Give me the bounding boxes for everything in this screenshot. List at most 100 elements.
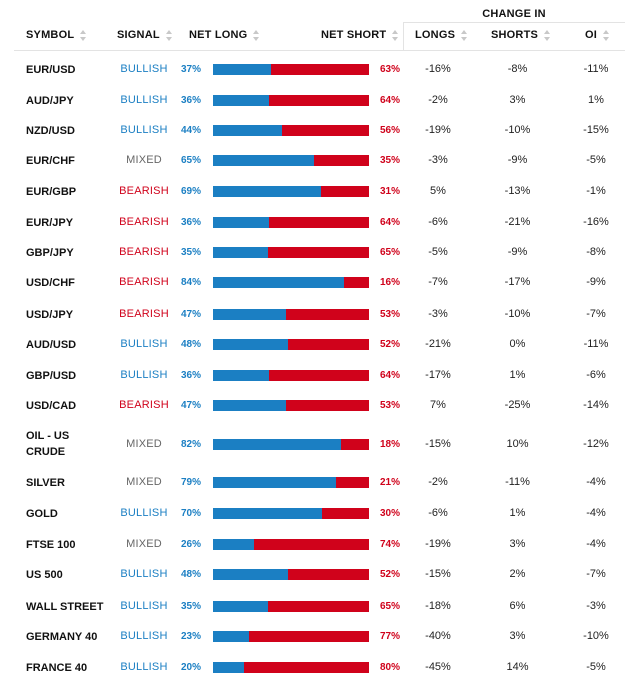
symbol-link[interactable]: NZD/USD	[26, 125, 75, 137]
sort-icon[interactable]	[544, 29, 551, 41]
net-long-value: 65%	[181, 155, 202, 166]
table-row[interactable]: NZD/USD BULLISH 44% 56% -19% -10% -15%	[0, 116, 634, 146]
symbol-link[interactable]: EUR/USD	[26, 64, 76, 76]
sort-icon[interactable]	[80, 29, 87, 41]
change-oi-value: -6%	[586, 369, 606, 381]
change-oi-value: -4%	[586, 507, 606, 519]
table-row[interactable]: FTSE 100 MIXED 26% 74% -19% 3% -4%	[0, 530, 634, 560]
signal-label: BEARISH	[119, 246, 169, 258]
table-row[interactable]: AUD/JPY BULLISH 36% 64% -2% 3% 1%	[0, 86, 634, 116]
change-oi-value: -16%	[583, 216, 609, 228]
sort-icon[interactable]	[461, 29, 468, 41]
symbol-link[interactable]: FRANCE 40	[26, 662, 88, 674]
table-row[interactable]: OIL - US CRUDE MIXED 82% 18% -15% 10% -12%	[0, 422, 634, 468]
symbol-link[interactable]: GOLD	[26, 508, 58, 520]
signal-label: BULLISH	[120, 94, 168, 106]
table-row[interactable]: EUR/CHF MIXED 65% 35% -3% -9% -5%	[0, 146, 634, 176]
table-row[interactable]: GOLD BULLISH 70% 30% -6% 1% -4%	[0, 499, 634, 529]
signal-label: BEARISH	[119, 308, 169, 320]
net-short-bar	[336, 477, 369, 488]
change-oi-value: -4%	[586, 476, 606, 488]
net-short-bar	[270, 64, 369, 75]
table-row[interactable]: USD/CHF BEARISH 84% 16% -7% -17% -9%	[0, 268, 634, 298]
table-row[interactable]: EUR/JPY BEARISH 36% 64% -6% -21% -16%	[0, 208, 634, 238]
net-short-bar	[253, 539, 369, 550]
table-row[interactable]: US 500 BULLISH 48% 52% -15% 2% -7%	[0, 560, 634, 590]
signal-column-header[interactable]: SIGNAL	[117, 29, 173, 41]
symbol-link[interactable]: EUR/CHF	[26, 155, 75, 167]
signal-label: BEARISH	[119, 276, 169, 288]
table-row[interactable]: GBP/JPY BEARISH 35% 65% -5% -9% -8%	[0, 238, 634, 268]
net-short-value: 30%	[379, 508, 400, 519]
sentiment-bar	[213, 277, 369, 288]
change-shorts-value: 10%	[506, 438, 529, 450]
symbol-link[interactable]: USD/CHF	[26, 277, 75, 289]
sentiment-bar	[213, 539, 369, 550]
symbol-link[interactable]: USD/CAD	[26, 400, 77, 412]
signal-label: BULLISH	[120, 661, 168, 673]
table-row[interactable]: USD/JPY BEARISH 47% 53% -3% -10% -7%	[0, 300, 634, 330]
net-long-bar	[213, 370, 270, 381]
change-shorts-value: 0%	[509, 338, 526, 350]
symbol-link[interactable]: GERMANY 40	[26, 631, 98, 643]
table-row[interactable]: EUR/GBP BEARISH 69% 31% 5% -13% -1%	[0, 177, 634, 207]
symbol-link[interactable]: GBP/USD	[26, 370, 77, 382]
table-row[interactable]: USD/CAD BEARISH 47% 53% 7% -25% -14%	[0, 391, 634, 421]
net-long-value: 69%	[181, 186, 202, 197]
signal-label: BEARISH	[119, 216, 169, 228]
sentiment-bar	[213, 64, 369, 75]
longs-column-header[interactable]: LONGS	[415, 29, 468, 41]
signal-label: BULLISH	[120, 507, 168, 519]
sentiment-bar	[213, 508, 369, 519]
net-short-column-header[interactable]: NET SHORT	[321, 29, 399, 41]
net-short-bar	[287, 569, 369, 580]
table-row[interactable]: FRANCE 40 BULLISH 20% 80% -45% 14% -5%	[0, 653, 634, 683]
table-row[interactable]: EUR/USD BULLISH 37% 63% -16% -8% -11%	[0, 55, 634, 85]
change-longs-value: -19%	[425, 538, 451, 550]
change-in-label: CHANGE IN	[482, 8, 546, 20]
net-long-value: 35%	[181, 247, 202, 258]
symbol-link[interactable]: SILVER	[26, 477, 65, 489]
symbol-link[interactable]: USD/JPY	[26, 309, 74, 321]
symbol-link[interactable]: GBP/JPY	[26, 247, 74, 259]
net-long-value: 84%	[181, 277, 202, 288]
net-long-value: 44%	[181, 125, 202, 136]
table-row[interactable]: SILVER MIXED 79% 21% -2% -11% -4%	[0, 468, 634, 498]
table-row[interactable]: GBP/USD BULLISH 36% 64% -17% 1% -6%	[0, 361, 634, 391]
symbol-column-header[interactable]: SYMBOL	[26, 29, 87, 41]
sentiment-bar	[213, 477, 369, 488]
symbol-link[interactable]: EUR/GBP	[26, 186, 77, 198]
signal-label: MIXED	[126, 438, 162, 450]
header-divider	[14, 50, 625, 51]
change-shorts-value: -8%	[507, 63, 528, 75]
sort-icon[interactable]	[253, 29, 260, 41]
net-long-bar	[213, 247, 268, 258]
table-row[interactable]: WALL STREET BULLISH 35% 65% -18% 6% -3%	[0, 592, 634, 622]
symbol-link[interactable]: OIL - US CRUDE	[26, 430, 70, 458]
net-short-value: 31%	[379, 186, 400, 197]
sort-icon[interactable]	[392, 29, 399, 41]
table-row[interactable]: GERMANY 40 BULLISH 23% 77% -40% 3% -10%	[0, 622, 634, 652]
change-longs-value: -3%	[428, 308, 448, 320]
signal-label: BULLISH	[120, 338, 168, 350]
symbol-link[interactable]: EUR/JPY	[26, 217, 74, 229]
sort-icon[interactable]	[165, 29, 173, 41]
net-long-bar	[213, 477, 337, 488]
oi-column-header[interactable]: OI	[585, 29, 610, 41]
symbol-link[interactable]: AUD/JPY	[26, 95, 74, 107]
symbol-link[interactable]: WALL STREET	[26, 601, 104, 613]
net-short-value: 53%	[379, 400, 400, 411]
change-shorts-value: -9%	[507, 246, 528, 258]
shorts-column-header[interactable]: SHORTS	[491, 29, 551, 41]
sort-icon[interactable]	[603, 29, 610, 41]
symbol-link[interactable]: AUD/USD	[26, 339, 77, 351]
net-long-bar	[213, 277, 345, 288]
symbol-link[interactable]: US 500	[26, 569, 63, 581]
net-short-value: 18%	[379, 439, 400, 450]
signal-label: MIXED	[126, 154, 162, 166]
symbol-link[interactable]: FTSE 100	[26, 539, 76, 551]
table-row[interactable]: AUD/USD BULLISH 48% 52% -21% 0% -11%	[0, 330, 634, 360]
change-longs-value: -19%	[425, 124, 451, 136]
net-long-bar	[213, 339, 288, 350]
net-long-column-header[interactable]: NET LONG	[189, 29, 260, 41]
